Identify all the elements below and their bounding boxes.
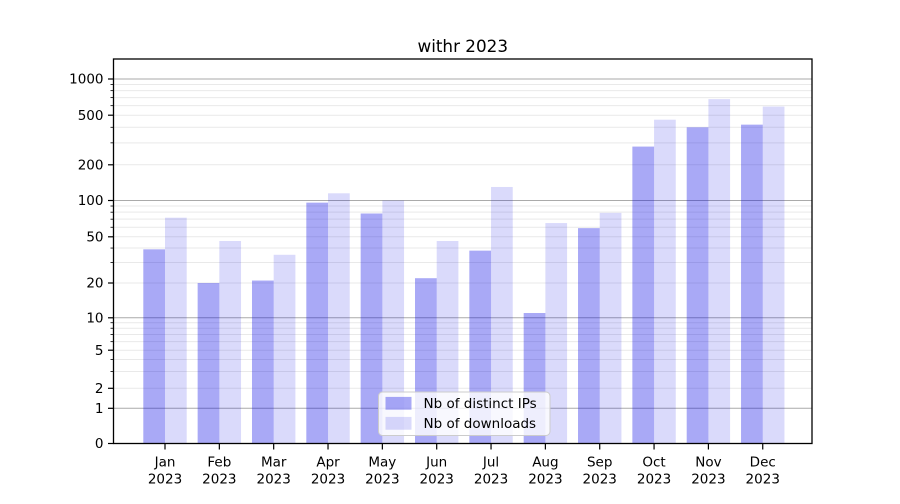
y-tick-label: 500	[78, 108, 104, 124]
y-tick-label: 2	[95, 381, 104, 397]
bar-distinct-ips-oct	[632, 146, 655, 444]
y-tick-label: 1	[95, 401, 104, 417]
x-tick-label-month: Jun	[425, 455, 447, 471]
x-tick-label-month: May	[368, 455, 396, 471]
bar-downloads-oct	[654, 119, 676, 444]
x-tick-label-month: Jan	[154, 455, 176, 471]
plot-border	[112, 58, 813, 445]
y-tick-label: 50	[86, 230, 103, 246]
x-tick-label-year: 2023	[528, 472, 562, 488]
x-tick-label-year: 2023	[583, 472, 617, 488]
y-tick-label: 5	[95, 343, 104, 359]
bar-distinct-ips-nov	[686, 127, 709, 444]
x-tick-label-month: Sep	[587, 455, 612, 471]
x-tick-label-month: Feb	[207, 455, 231, 471]
bar-distinct-ips-jan	[143, 249, 165, 444]
bar-downloads-nov	[708, 99, 731, 444]
x-tick-label-year: 2023	[202, 472, 236, 488]
axis-labels-layer: 01251020501002005001000Jan2023Feb2023Mar…	[69, 72, 780, 488]
y-tick-label: 200	[78, 158, 104, 174]
legend-swatch-downloads	[385, 416, 412, 430]
bar-downloads-jan	[165, 217, 187, 444]
bar-downloads-apr	[328, 193, 350, 444]
y-tick-label: 0	[95, 436, 104, 452]
bar-downloads-aug	[545, 223, 568, 444]
x-tick-label-year: 2023	[637, 472, 671, 488]
bar-downloads-may	[382, 200, 405, 444]
legend: Nb of distinct IPs Nb of downloads	[378, 391, 551, 436]
x-tick-label-month: Apr	[316, 455, 340, 471]
x-tick-label-year: 2023	[311, 472, 345, 488]
x-tick-label-year: 2023	[365, 472, 399, 488]
y-tick-label: 100	[78, 193, 104, 209]
x-tick-label-year: 2023	[148, 472, 182, 488]
x-tick-label-year: 2023	[420, 472, 454, 488]
x-tick-label-month: Dec	[750, 455, 776, 471]
y-tick-label: 10	[86, 311, 103, 327]
legend-label-downloads: Nb of downloads	[424, 416, 537, 432]
bar-distinct-ips-sep	[578, 228, 600, 444]
x-tick-label-month: Jul	[482, 455, 499, 471]
bar-distinct-ips-apr	[306, 202, 329, 444]
bar-distinct-ips-dec	[741, 124, 763, 444]
legend-swatch-distinct-ips	[385, 396, 412, 410]
bar-downloads-feb	[219, 241, 242, 444]
x-tick-label-month: Mar	[261, 455, 287, 471]
x-tick-label-year: 2023	[474, 472, 508, 488]
x-tick-label-year: 2023	[746, 472, 780, 488]
bar-distinct-ips-feb	[197, 283, 220, 444]
legend-label-distinct-ips: Nb of distinct IPs	[424, 396, 537, 412]
x-tick-label-month: Oct	[642, 455, 665, 471]
ticks-layer	[108, 78, 764, 450]
bar-downloads-mar	[273, 254, 296, 444]
x-tick-label-month: Nov	[695, 455, 721, 471]
bar-distinct-ips-mar	[251, 280, 274, 444]
bar-distinct-ips-may	[360, 213, 383, 444]
legend-box	[378, 391, 551, 436]
bar-downloads-dec	[762, 106, 785, 444]
bar-downloads-sep	[599, 212, 622, 444]
y-tick-label: 1000	[69, 72, 103, 88]
chart-title: withr 2023	[417, 36, 508, 56]
bar-downloads-jul	[491, 186, 513, 444]
x-tick-label-year: 2023	[257, 472, 291, 488]
x-tick-label-month: Aug	[532, 455, 558, 471]
y-tick-label: 20	[86, 276, 103, 292]
x-tick-label-year: 2023	[691, 472, 725, 488]
